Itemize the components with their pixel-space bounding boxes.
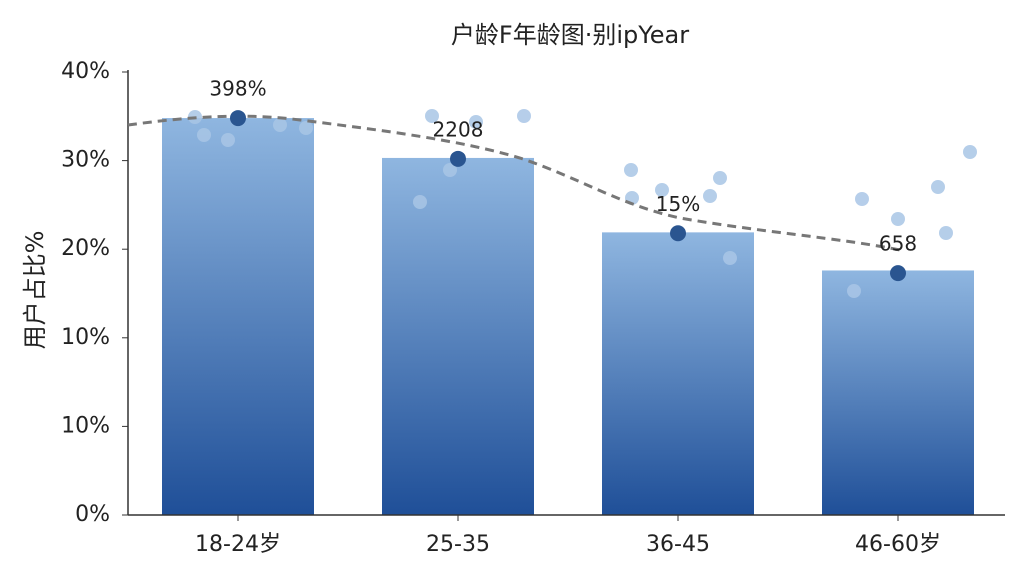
x-tick-label: 18-24岁 [195,532,281,557]
x-tick-label: 25-35 [426,532,490,557]
chart-title: 户龄F年龄图·别ipYear [451,21,689,49]
annotation: 398% [209,77,266,101]
bar [822,270,974,515]
point [890,265,906,282]
bar [602,232,754,515]
y-tick-label: 40% [61,59,110,84]
bar [162,118,314,516]
y-axis-label: 用户占比% [21,231,49,350]
point [230,110,246,127]
point [450,150,466,167]
x-tick-label: 46-60岁 [855,532,941,557]
annotation: 658 [879,232,917,256]
point [670,225,686,242]
y-tick-label: 20% [61,236,110,261]
annotation: 15% [656,192,700,216]
bar [382,157,534,515]
y-tick-label: 30% [61,148,110,173]
trend-line [127,114,901,252]
y-tick-label: 0% [75,502,110,527]
y-tick-label: 10% [61,325,110,350]
annotation: 2208 [433,117,484,141]
y-tick-label: 10% [61,413,110,438]
x-tick-label: 36-45 [646,532,710,557]
